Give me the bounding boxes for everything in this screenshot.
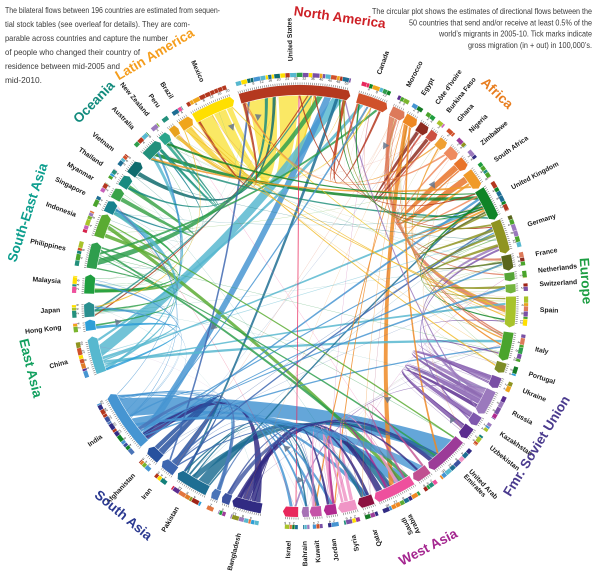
svg-text:2: 2 bbox=[520, 287, 524, 289]
svg-text:2: 2 bbox=[76, 288, 80, 290]
svg-text:6: 6 bbox=[76, 279, 80, 281]
svg-text:6: 6 bbox=[284, 521, 286, 525]
svg-text:Bahrain: Bahrain bbox=[302, 541, 310, 566]
svg-text:tial stock tables (see overlea: tial stock tables (see overleaf for deta… bbox=[5, 19, 190, 29]
svg-text:2: 2 bbox=[317, 521, 319, 525]
svg-text:residence between mid-2005 and: residence between mid-2005 and bbox=[5, 61, 120, 71]
svg-text:8: 8 bbox=[520, 312, 524, 314]
svg-text:6: 6 bbox=[76, 304, 80, 306]
svg-text:28: 28 bbox=[294, 77, 298, 81]
svg-text:4: 4 bbox=[76, 284, 80, 286]
svg-text:Spain: Spain bbox=[540, 307, 559, 315]
svg-text:parable across countries and c: parable across countries and capture the… bbox=[5, 33, 168, 43]
svg-text:Israel: Israel bbox=[285, 541, 293, 559]
svg-text:of people who changed their co: of people who changed their country of bbox=[5, 47, 141, 57]
svg-text:4: 4 bbox=[288, 521, 290, 525]
svg-text:4: 4 bbox=[76, 308, 80, 310]
svg-text:4: 4 bbox=[77, 322, 81, 324]
svg-text:50 countries that send and/or: 50 countries that send and/or receive at… bbox=[409, 17, 592, 27]
svg-text:mid-2010.: mid-2010. bbox=[5, 75, 42, 85]
svg-text:The circular plot shows the es: The circular plot shows the estimates of… bbox=[372, 6, 592, 16]
svg-text:2: 2 bbox=[293, 521, 295, 525]
svg-text:The bilateral flows between 19: The bilateral flows between 196 countrie… bbox=[5, 5, 220, 15]
svg-text:2: 2 bbox=[76, 312, 80, 314]
svg-text:Japan: Japan bbox=[40, 307, 60, 315]
svg-text:36: 36 bbox=[311, 77, 315, 81]
svg-text:4: 4 bbox=[520, 304, 524, 306]
svg-text:32: 32 bbox=[302, 77, 306, 81]
svg-text:world’s migrants in 2005-10. T: world’s migrants in 2005-10. Tick marks … bbox=[438, 29, 592, 39]
svg-text:United States: United States bbox=[286, 17, 294, 61]
svg-text:24: 24 bbox=[285, 77, 289, 81]
svg-text:4: 4 bbox=[313, 521, 315, 525]
svg-text:gross migration (in + out) in: gross migration (in + out) in 100,000’s. bbox=[468, 40, 592, 50]
